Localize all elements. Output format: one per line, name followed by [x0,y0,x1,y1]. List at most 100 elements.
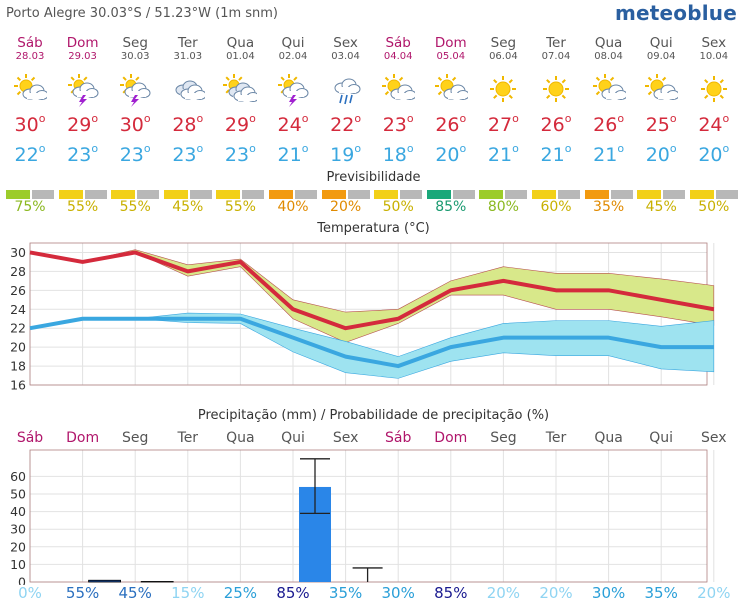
cloudy-icon [171,73,207,107]
day-name: Sáb [17,35,43,51]
day-header-13[interactable]: Sex 10.04 [688,36,740,63]
day-header-11[interactable]: Qua 08.04 [583,36,635,63]
predictability-percent: 55% [119,199,151,215]
predictability-title: Previsibilidade [326,170,421,185]
predictability-percent: 60% [540,199,572,215]
predictability-percent: 75% [14,199,46,215]
precipitation-title: Precipitação (mm) / Probabilidade de pre… [197,408,550,423]
predictability-bar [6,190,54,199]
degree-symbol: o [249,112,256,125]
predictability-rest [505,190,528,199]
precipitation-tick-label: 40 [10,504,26,519]
rain-cloud-icon [329,73,363,107]
day-name: Qui [281,35,305,51]
partly-cloudy-icon [434,73,470,107]
thunderstorm-sun-icon [66,73,100,107]
min-temperature-value: 18 [382,144,407,166]
max-temperature-value: 22 [330,114,355,136]
day-header-6[interactable]: Sex 03.04 [320,36,372,63]
degree-symbol: o [91,142,99,155]
day-date: 08.04 [594,51,623,62]
max-temperature: 24o [688,112,740,136]
day-header-5[interactable]: Qui 02.04 [267,35,319,63]
day-name: Ter [177,35,198,51]
day-name: Qua [226,35,255,51]
max-temperature: 24o [267,112,319,136]
precipitation-day-label: Sex [701,430,727,446]
degree-symbol: o [143,112,151,125]
precipitation-tick-label: 20 [10,539,26,554]
sunny-icon [539,73,573,107]
day-header-8[interactable]: Dom 05.04 [425,35,477,63]
predictability-percent: 55% [224,199,256,215]
predictability-fill [163,190,188,199]
day-date: 31.03 [173,51,203,62]
day-date: 10.04 [699,51,729,62]
degree-symbol: o [406,142,414,155]
degree-symbol: o [459,112,467,125]
precipitation-bar [140,581,174,583]
predictability-percent: 50% [698,199,730,215]
degree-symbol: o [143,142,151,155]
day-header-4[interactable]: Qua 01.04 [214,35,266,63]
max-temperature-value: 27 [487,114,513,136]
temperature-title-text: Temperatura (°C) [317,221,430,236]
day-header-9[interactable]: Seg 06.04 [477,35,529,63]
min-temperature-value: 21 [593,144,618,166]
day-header-3[interactable]: Ter 31.03 [162,35,214,63]
day-date: 07.04 [541,51,571,62]
precipitation-probability: 20% [486,584,521,602]
sunny-icon [486,73,520,107]
cloudy-sun-icon [223,73,260,107]
precipitation-probability: 85% [276,584,310,602]
max-temperature: 25o [635,112,687,136]
precipitation-probability: 20% [539,584,573,602]
min-temperature-value: 20 [698,144,723,166]
max-temperature-value: 24 [698,114,723,136]
precipitation-chart: 0 10 20 30 40 50 60 [10,449,715,585]
max-temperature-value: 26 [593,114,618,136]
min-temperature-value: 23 [67,144,92,166]
min-temperature: 18o [372,142,424,166]
degree-symbol: o [669,112,677,125]
meteoblue-logo[interactable]: meteoblue [614,1,737,25]
predictability-rest [242,190,265,199]
day-header-7[interactable]: Sáb 04.04 [372,36,424,63]
precipitation-day-label: Seg [490,430,517,446]
precipitation-day-label: Qui [649,430,674,446]
temperature-tick-label: 30 [10,245,26,260]
degree-symbol: o [459,142,467,155]
max-temperature: 29o [57,112,109,136]
predictability-rest [189,190,212,199]
min-temperature: 22o [4,142,56,166]
day-date: 06.04 [489,51,518,62]
min-temperature-value: 23 [172,144,197,166]
degree-symbol: o [564,142,572,155]
precipitation-probability: 55% [65,584,100,602]
precipitation-probability: 30% [381,584,415,602]
max-temperature-value: 29 [67,114,92,136]
day-header-10[interactable]: Ter 07.04 [530,36,582,63]
predictability-fill [689,190,714,199]
predictability-bar [689,190,738,199]
min-temperature: 23o [109,142,161,166]
predictability-percent: 55% [67,199,99,215]
thunderstorm-sun-icon [118,73,152,107]
day-date: 03.04 [331,51,360,62]
day-name: Seg [490,35,517,51]
max-temperature-value: 24 [277,114,302,136]
predictability-rest [347,190,370,199]
degree-symbol: o [617,112,625,125]
day-header-2[interactable]: Seg 30.03 [109,36,161,63]
predictability-bar [374,190,423,199]
precipitation-tick-label: 50 [10,487,26,502]
day-header-12[interactable]: Qui 09.04 [635,36,687,63]
sunny-icon [697,73,731,107]
day-header-1[interactable]: Dom 29.03 [57,36,109,63]
precipitation-day-label: Sáb [385,430,412,446]
day-header-0[interactable]: Sáb 28.03 [4,35,56,63]
day-name: Dom [434,35,467,51]
precipitation-day-label: Sex [332,430,359,446]
predictability-bar [479,190,528,199]
max-temperature: 26o [583,112,635,136]
